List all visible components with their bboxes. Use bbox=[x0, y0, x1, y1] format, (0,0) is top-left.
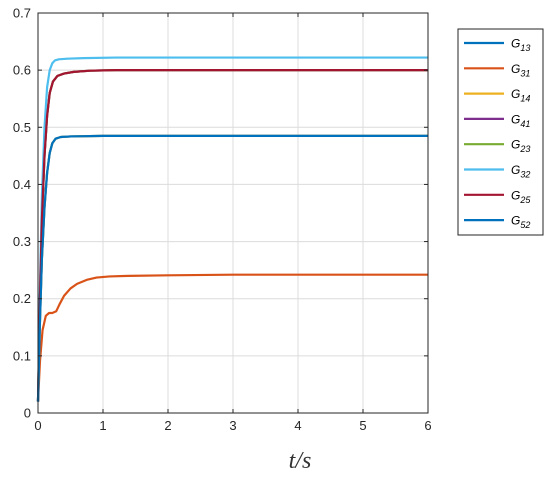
axis-ticks bbox=[37, 12, 429, 414]
y-tick-label: 0 bbox=[24, 406, 31, 421]
legend-box bbox=[457, 28, 544, 236]
x-tick-label: 3 bbox=[229, 418, 236, 433]
y-tick-label: 0.6 bbox=[13, 63, 31, 78]
x-tick-label: 6 bbox=[424, 418, 431, 433]
legend-label-g23: G23 bbox=[511, 138, 530, 155]
y-tick-label: 0.4 bbox=[13, 177, 31, 192]
series-line-g31 bbox=[36, 273, 428, 402]
legend: G13 G31 G14 G41 G23 G32 G25 G52 bbox=[457, 28, 544, 236]
legend-label-g41: G41 bbox=[511, 112, 530, 128]
legend-label-g32: G32 bbox=[511, 163, 530, 180]
legend-label-g13: G13 bbox=[511, 37, 530, 54]
legend-label-g25: G25 bbox=[511, 188, 531, 205]
x-tick-labels: 0 1 2 3 4 5 6 bbox=[34, 418, 431, 433]
y-tick-labels: 0 0.1 0.2 0.3 0.4 0.5 0.6 0.7 bbox=[13, 6, 31, 421]
series-line-g52 bbox=[36, 134, 428, 402]
x-tick-label: 0 bbox=[34, 418, 41, 433]
series-lines bbox=[36, 56, 428, 402]
legend-label-g14: G14 bbox=[511, 87, 530, 104]
y-tick-label: 0.3 bbox=[13, 234, 31, 249]
series-line-g25 bbox=[36, 69, 428, 402]
legend-label-g31: G31 bbox=[511, 62, 530, 79]
y-tick-label: 0.2 bbox=[13, 291, 31, 306]
x-tick-label: 2 bbox=[164, 418, 171, 433]
x-tick-label: 5 bbox=[359, 418, 366, 433]
y-tick-label: 0.5 bbox=[13, 120, 31, 135]
y-tick-label: 0.7 bbox=[13, 6, 31, 21]
x-tick-label: 4 bbox=[294, 418, 301, 433]
y-tick-label: 0.1 bbox=[13, 348, 31, 363]
x-tick-label: 1 bbox=[99, 418, 106, 433]
x-axis-label: t/s bbox=[289, 448, 312, 474]
legend-label-g52: G52 bbox=[511, 214, 530, 231]
